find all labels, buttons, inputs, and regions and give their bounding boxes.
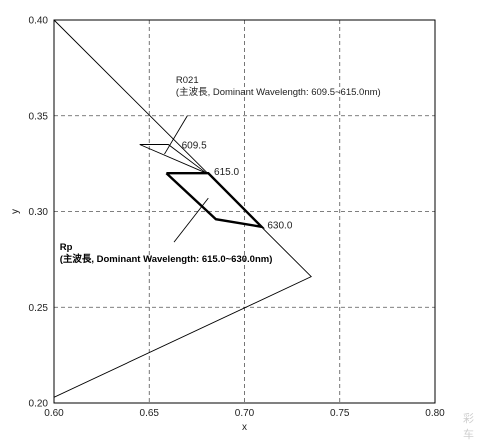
x-tick-labels: 0.60 0.65 0.70 0.75 0.80 (44, 408, 445, 419)
wavelength-label: 630.0 (267, 221, 292, 232)
annotation-leader-line (164, 115, 188, 155)
point-labels: 609.5 615.0 630.0 (182, 140, 293, 231)
grid-lines (54, 20, 435, 403)
x-tick-label: 0.70 (235, 408, 255, 419)
y-tick-labels: 0.20 0.25 0.30 0.35 0.40 (29, 16, 49, 410)
watermark-line-1: 彩 (463, 412, 474, 425)
watermark-line-2: 车 (463, 428, 474, 441)
wavelength-label: 609.5 (182, 140, 207, 151)
series-layer (53, 19, 312, 399)
x-tick-label: 0.65 (140, 408, 160, 419)
wavelength-label: 615.0 (214, 167, 239, 178)
rp-region (165, 171, 266, 229)
leader-lines (164, 115, 209, 243)
y-tick-label: 0.20 (29, 399, 49, 410)
r021-region (139, 144, 207, 174)
gamut-triangle (53, 19, 312, 399)
annotation-title: Rp (60, 242, 73, 253)
y-tick-label: 0.25 (29, 303, 49, 314)
y-tick-label: 0.40 (29, 16, 49, 27)
y-tick-label: 0.30 (29, 207, 49, 218)
annotation-title: R021 (176, 75, 199, 86)
x-tick-label: 0.75 (330, 408, 350, 419)
x-tick-label: 0.80 (425, 408, 445, 419)
y-axis-label: y (10, 209, 21, 214)
annotation-leader-line (173, 197, 209, 243)
annotation-subtitle: (主波長, Dominant Wavelength: 609.5~615.0nm… (176, 86, 381, 98)
x-tick-label: 0.60 (44, 408, 64, 419)
x-axis-label: x (242, 422, 247, 433)
y-tick-label: 0.35 (29, 111, 49, 122)
annotation-subtitle: (主波長, Dominant Wavelength: 615.0~630.0nm… (60, 253, 273, 265)
annotations: R021(主波長, Dominant Wavelength: 609.5~615… (60, 75, 381, 265)
